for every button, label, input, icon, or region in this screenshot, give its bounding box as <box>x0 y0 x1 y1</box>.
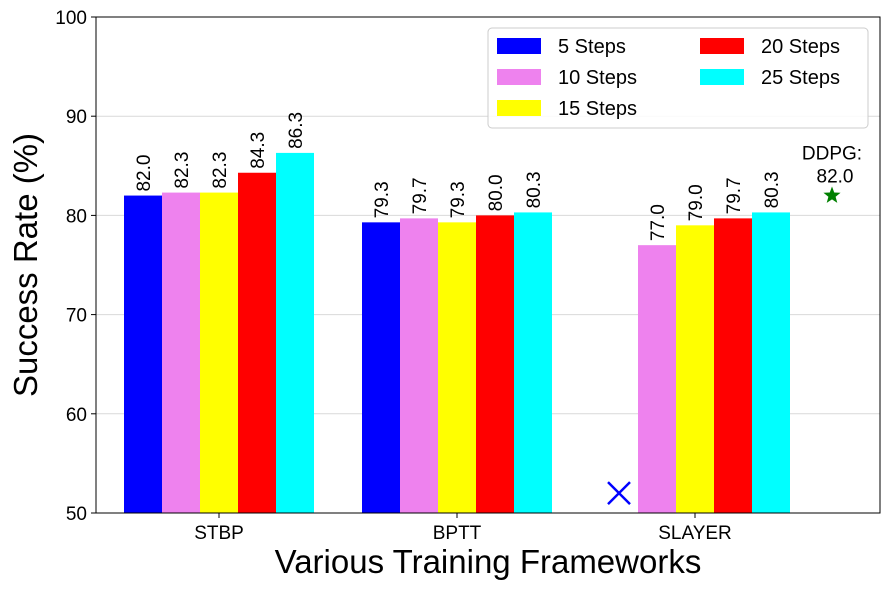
y-tick-label: 100 <box>55 8 87 29</box>
bar <box>200 192 238 514</box>
bar-value-label: 79.7 <box>410 177 431 214</box>
legend-swatch <box>700 69 744 85</box>
bar <box>714 218 752 513</box>
reference-star-marker <box>823 186 841 203</box>
bar-value-labels: 82.0 82.3 82.3 84.3 86.3 79.3 79.7 79.3 80.0 80.3… <box>134 112 783 241</box>
legend-label: 15 Steps <box>558 98 637 120</box>
bar <box>276 152 314 514</box>
bar <box>638 245 676 513</box>
bar <box>514 212 552 513</box>
reference-annotation-label: DDPG: <box>802 144 862 165</box>
reference-annotation-value: 82.0 <box>817 167 854 188</box>
legend-label: 25 Steps <box>761 67 840 89</box>
bar <box>476 215 514 513</box>
legend-swatch <box>497 38 541 54</box>
markers: DDPG:82.0 <box>607 144 862 506</box>
legend-item: 25 Steps <box>700 67 840 89</box>
legend-item: 5 Steps <box>497 36 626 58</box>
bar-value-label: 80.0 <box>486 174 507 211</box>
bar-value-label: 82.0 <box>134 155 155 192</box>
bar <box>400 218 438 513</box>
legend: 5 Steps 10 Steps 15 Steps 20 Steps 25 Steps <box>487 27 869 129</box>
legend-box <box>487 27 869 129</box>
y-tick-label: 70 <box>66 306 87 327</box>
bar <box>752 212 790 513</box>
y-tick-label: 80 <box>66 206 87 227</box>
missing-value-x-marker <box>607 481 631 506</box>
legend-swatch <box>497 69 541 85</box>
bar <box>238 172 276 513</box>
bar <box>362 222 400 513</box>
bar-value-label: 80.3 <box>762 171 783 208</box>
bar-value-label: 82.3 <box>210 152 231 189</box>
legend-item: 20 Steps <box>700 36 840 58</box>
y-tick-label: 50 <box>66 504 87 525</box>
y-axis: 50 60 70 80 90 100 <box>55 8 96 525</box>
bar-value-label: 84.3 <box>248 132 269 169</box>
x-tick-label: SLAYER <box>658 523 732 544</box>
y-tick-label: 60 <box>66 405 87 426</box>
legend-label: 5 Steps <box>558 36 626 58</box>
y-tick-label: 90 <box>66 107 87 128</box>
bar <box>438 222 476 513</box>
bar-value-label: 79.3 <box>448 181 469 218</box>
plot-frame <box>95 16 881 514</box>
y-axis-title: Success Rate (%) <box>7 133 44 397</box>
bar-value-label: 80.3 <box>524 171 545 208</box>
bar-value-label: 79.7 <box>724 177 745 214</box>
bar-value-label: 82.3 <box>172 152 193 189</box>
legend-swatch <box>700 38 744 54</box>
bar <box>124 195 162 513</box>
bar-value-label: 79.3 <box>372 181 393 218</box>
bars <box>124 152 790 514</box>
legend-label: 20 Steps <box>761 36 840 58</box>
legend-item: 15 Steps <box>497 98 637 120</box>
x-tick-label: STBP <box>194 523 244 544</box>
bar-value-label: 86.3 <box>286 112 307 149</box>
bar-value-label: 79.0 <box>686 184 707 221</box>
bar-value-label: 77.0 <box>648 204 669 241</box>
x-marker-stroke <box>607 481 631 506</box>
x-tick-label: BPTT <box>433 523 482 544</box>
x-axis: STBP BPTT SLAYER <box>194 513 732 544</box>
legend-swatch <box>497 100 541 116</box>
bar <box>676 225 714 513</box>
legend-label: 10 Steps <box>558 67 637 89</box>
legend-item: 10 Steps <box>497 67 637 89</box>
x-axis-title: Various Training Frameworks <box>275 543 702 580</box>
bar <box>162 192 200 514</box>
